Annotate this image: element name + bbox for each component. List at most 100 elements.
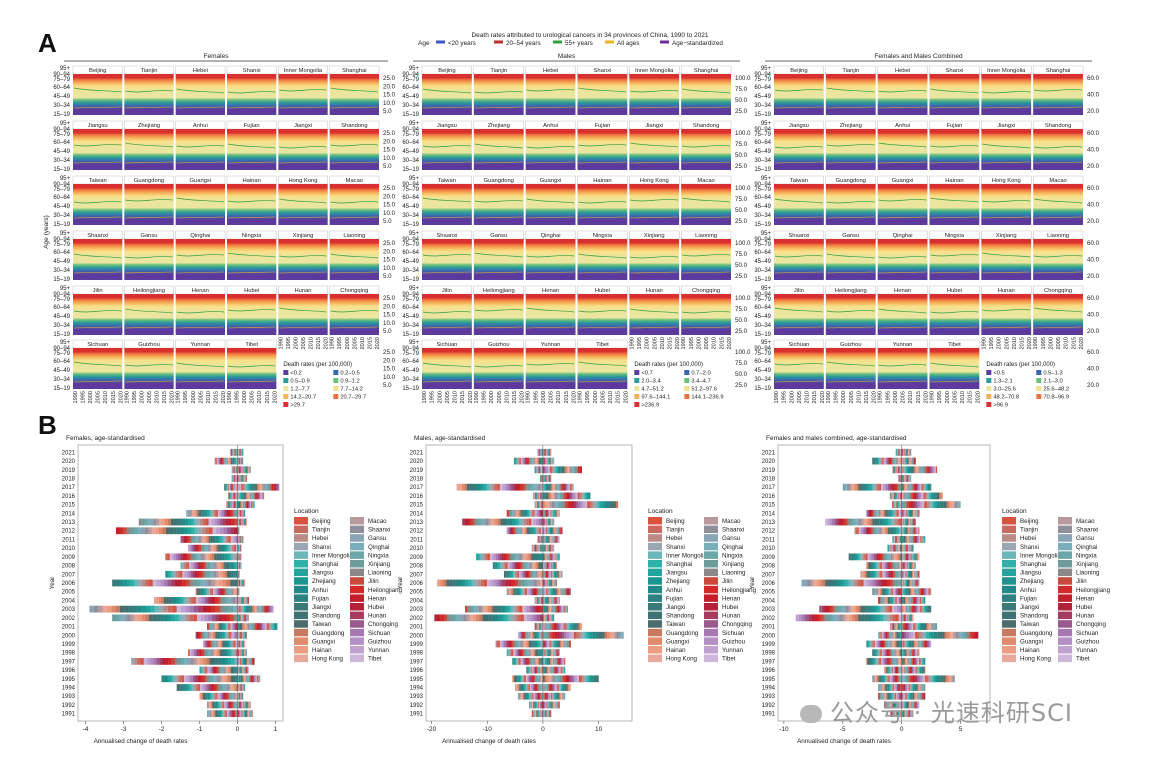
bar-segment: [558, 501, 561, 509]
trend-agestd-line: [774, 330, 823, 332]
age-tick-label: 30–34: [402, 323, 419, 329]
bar-segment: [561, 657, 563, 665]
heatmap-cell: [278, 184, 328, 225]
bar-segment: [255, 605, 257, 613]
bar-segment: [553, 466, 555, 474]
bar-segment: [228, 553, 232, 561]
trend-allages-line: [682, 326, 731, 329]
year-tick-label: 2005: [250, 391, 256, 403]
age-tick-label: 30–34: [754, 213, 771, 219]
province-label: Jilin: [794, 288, 804, 294]
bar-segment: [520, 614, 524, 622]
province-label: Shandong: [1045, 123, 1071, 129]
bar-segment: [205, 518, 209, 526]
bar-segment: [508, 579, 512, 587]
year-axis-label: 2001: [62, 625, 76, 631]
bar-segment: [212, 527, 217, 535]
year-tick-label: 1990: [878, 391, 884, 403]
bar-segment: [196, 579, 201, 587]
bar-segment: [525, 483, 528, 491]
bar-segment: [497, 605, 500, 613]
bar-segment: [178, 614, 183, 622]
bar-segment: [551, 536, 553, 543]
bar-segment: [222, 701, 224, 709]
age-tick-label: 30–34: [754, 377, 771, 383]
bar-segment: [532, 527, 534, 535]
bar-segment: [161, 518, 165, 526]
bar-segment: [245, 710, 247, 718]
bar-segment: [483, 553, 487, 561]
bar-segment: [220, 597, 223, 604]
bar-segment: [220, 457, 221, 465]
bar-segment: [513, 588, 515, 596]
bar-segment: [549, 579, 550, 587]
bar-segment: [226, 640, 228, 648]
bar-segment: [531, 570, 533, 578]
bar-segment: [539, 631, 541, 639]
location-legend-label: Liaoning: [368, 570, 392, 577]
bar-segment: [146, 657, 151, 665]
bar-segment: [204, 588, 206, 596]
heatmap-cell: [1033, 294, 1083, 335]
bar-segment: [555, 536, 557, 543]
bar-segment: [542, 466, 545, 474]
bar-segment: [546, 649, 547, 657]
bar-segment: [198, 649, 200, 657]
year-tick-label: 2000: [841, 391, 847, 403]
bar-segment: [203, 536, 206, 543]
trend-allages-line: [176, 216, 225, 219]
province-label: Anhui: [895, 123, 910, 129]
bar-segment: [193, 649, 196, 657]
bar-segment: [550, 640, 552, 648]
bar-segment: [512, 657, 514, 665]
bar-segment: [536, 457, 538, 465]
bar-segment: [516, 509, 518, 517]
bar-segment: [224, 623, 226, 630]
bar-segment: [257, 623, 259, 630]
bar-segment: [208, 623, 210, 630]
bar-segment: [542, 579, 544, 587]
trend-55plus-line: [878, 256, 927, 259]
heatmap-cell: [929, 239, 980, 280]
bar-segment: [224, 701, 226, 709]
heatmap-cell: [227, 184, 277, 225]
x-tick-label: -1: [197, 726, 203, 733]
year-tick-label: 1995: [885, 391, 891, 403]
trend-agestd-line: [279, 165, 327, 167]
age-tick-label: 30–34: [402, 377, 419, 383]
bar-segment: [213, 701, 215, 709]
bar-segment: [205, 684, 208, 691]
bar-segment: [505, 553, 508, 561]
bar-segment: [525, 570, 527, 578]
bar-segment: [266, 623, 269, 630]
bar-segment: [595, 501, 599, 509]
bar-segment: [520, 483, 523, 491]
year-tick-label: 1995: [585, 391, 591, 403]
bar-segment: [523, 588, 525, 596]
bar-segment: [541, 666, 543, 674]
bar-segment: [200, 579, 205, 587]
bar-segment: [137, 614, 142, 622]
bar-segment: [234, 631, 237, 639]
age-tick-label: 95+: [409, 340, 420, 346]
bar-segment: [528, 649, 530, 657]
bar-segment: [522, 483, 526, 491]
bar-segment: [535, 657, 537, 665]
bar-segment: [553, 597, 555, 604]
bar-segment: [232, 675, 236, 683]
bar-segment: [554, 536, 555, 543]
bar-segment: [205, 536, 208, 543]
age-tick-label: 90–94: [53, 72, 70, 78]
year-tick-label: 2015: [1071, 337, 1077, 349]
location-legend-swatch: [294, 568, 308, 577]
year-tick-label: 2010: [103, 391, 109, 403]
bar-segment: [526, 640, 528, 648]
bar-segment: [542, 657, 544, 665]
bar-segment: [244, 675, 246, 683]
year-tick-label: 2010: [1012, 337, 1018, 349]
bar-segment: [207, 666, 209, 674]
location-legend-label: Shanghai: [312, 561, 338, 568]
age-tick-label: 90–94: [402, 127, 419, 133]
right-axis-tick-label: 25.0: [735, 273, 748, 280]
bar-segment: [254, 675, 255, 683]
